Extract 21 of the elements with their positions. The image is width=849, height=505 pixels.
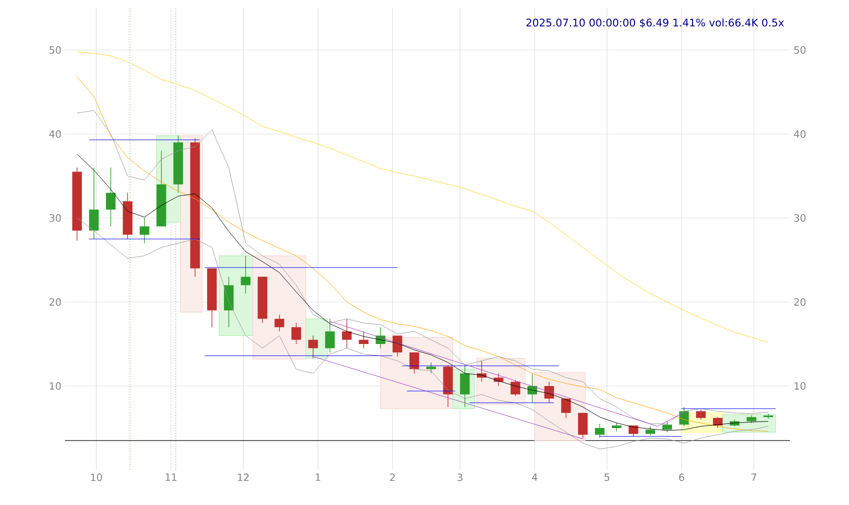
y2-tick-label: 10 [794, 382, 806, 390]
x-tick-label: 2 [390, 474, 395, 481]
y-tick-label: 50 [50, 46, 61, 54]
x-tick-label: 5 [604, 474, 610, 481]
x-tick-label: 4 [532, 474, 538, 481]
text: 2025.07.10 00:00:00 $6.49 1.41% vol:66.4K 0.5x [526, 18, 784, 28]
x-tick-label: 1 [316, 474, 320, 481]
x-tick-label: 11 [166, 474, 176, 481]
y2-tick-label: 50 [794, 46, 806, 54]
y-tick-label: 10 [50, 382, 61, 390]
y2-tick-label: 40 [794, 130, 806, 138]
y-tick-label: 20 [50, 298, 61, 306]
x-tick-label: 10 [91, 474, 102, 482]
x-tick-label: 12 [238, 474, 249, 481]
y-tick-label: 40 [49, 130, 61, 138]
x-tick-label: 3 [458, 474, 462, 482]
y2-tick-label: 20 [794, 298, 806, 306]
x-tick-label: 7 [752, 474, 756, 481]
x-tick-label: 6 [679, 474, 684, 482]
y2-tick-label: 30 [794, 214, 806, 222]
y-tick-label: 30 [50, 214, 61, 222]
